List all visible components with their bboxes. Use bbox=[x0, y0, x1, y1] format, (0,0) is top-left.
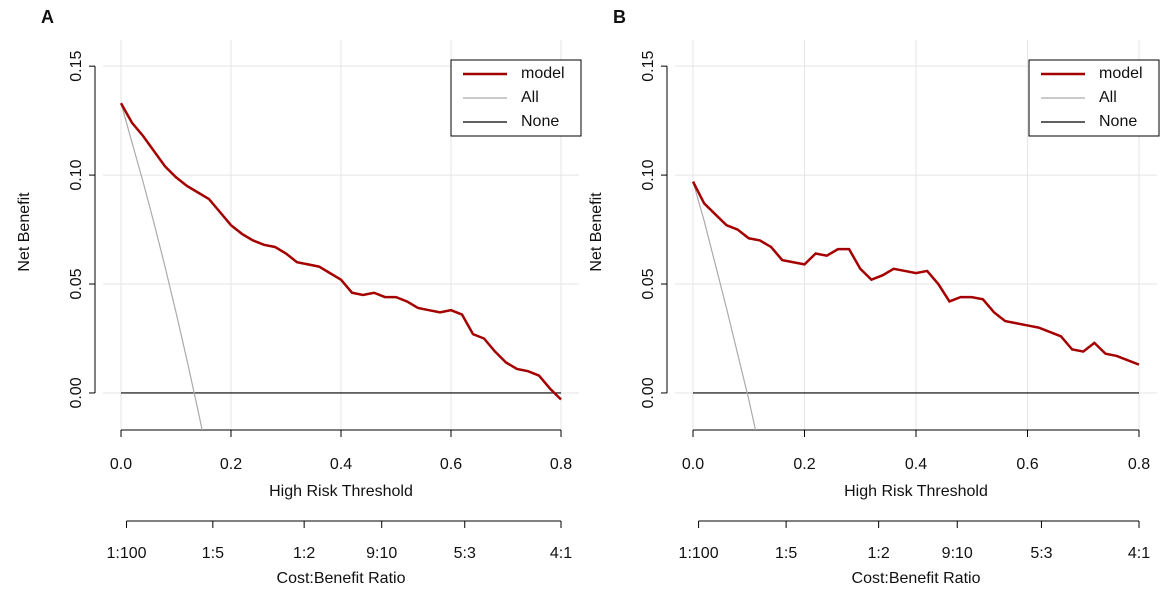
series-line bbox=[691, 181, 1140, 366]
x-tick-label: 0.8 bbox=[1128, 456, 1150, 473]
x-tick-label: 0.8 bbox=[550, 456, 572, 473]
x2-tick-label: 5:3 bbox=[454, 545, 476, 562]
x2-tick-label: 1:100 bbox=[679, 545, 719, 562]
x2-tick-label: 4:1 bbox=[550, 545, 572, 562]
series-line bbox=[120, 103, 203, 430]
legend-label: model bbox=[1099, 65, 1143, 82]
y-tick-label: 0.00 bbox=[68, 377, 85, 408]
x2-tick-label: 9:10 bbox=[942, 545, 973, 562]
x-tick-label: 0.0 bbox=[682, 456, 704, 473]
y-tick-label: 0.05 bbox=[640, 268, 657, 299]
y-tick-label: 0.15 bbox=[640, 50, 657, 81]
x2-tick-label: 1:5 bbox=[202, 545, 224, 562]
x2-axis-label: Cost:Benefit Ratio bbox=[852, 570, 981, 587]
legend-label: All bbox=[521, 89, 539, 106]
plot-area bbox=[119, 102, 562, 430]
y-tick-label: 0.15 bbox=[68, 50, 85, 81]
x2-tick-label: 1:2 bbox=[293, 545, 315, 562]
x-axis-label: High Risk Threshold bbox=[844, 483, 988, 500]
series-line bbox=[692, 181, 757, 430]
panel-label: A bbox=[41, 7, 54, 27]
x-tick-label: 0.2 bbox=[220, 456, 242, 473]
x-tick-label: 0.6 bbox=[1016, 456, 1038, 473]
y-tick-label: 0.10 bbox=[68, 159, 85, 190]
panel: B 0.00 0.05 0.10 0.15 Net Benefit 0.0 0.2 0.4 0.6… bbox=[588, 7, 1160, 587]
x2-tick-label: 9:10 bbox=[366, 545, 397, 562]
x2-tick-label: 5:3 bbox=[1030, 545, 1052, 562]
y-tick-label: 0.10 bbox=[640, 159, 657, 190]
legend-label: model bbox=[521, 65, 565, 82]
y-tick-label: 0.00 bbox=[640, 377, 657, 408]
x2-tick-label: 1:100 bbox=[106, 545, 146, 562]
plot-area bbox=[691, 181, 1140, 430]
x2-tick-label: 4:1 bbox=[1128, 545, 1150, 562]
series-line bbox=[119, 102, 562, 401]
panel-label: B bbox=[613, 7, 626, 27]
x2-tick-label: 1:5 bbox=[775, 545, 797, 562]
x-tick-label: 0.4 bbox=[330, 456, 352, 473]
x-tick-label: 0.0 bbox=[110, 456, 132, 473]
legend-label: All bbox=[1099, 89, 1117, 106]
x-tick-label: 0.4 bbox=[905, 456, 927, 473]
x-tick-label: 0.2 bbox=[793, 456, 815, 473]
x2-axis-label: Cost:Benefit Ratio bbox=[277, 570, 406, 587]
legend-label: None bbox=[1099, 113, 1137, 130]
x-tick-label: 0.6 bbox=[440, 456, 462, 473]
legend-label: None bbox=[521, 113, 559, 130]
panel: A 0.00 0.05 0.10 0.15 Net Benefit 0.0 0.2 0.4 0.6… bbox=[16, 7, 582, 587]
x-axis-label: High Risk Threshold bbox=[269, 483, 413, 500]
y-axis-label: Net Benefit bbox=[16, 192, 33, 272]
x2-tick-label: 1:2 bbox=[868, 545, 890, 562]
y-axis-label: Net Benefit bbox=[588, 192, 605, 272]
y-tick-label: 0.05 bbox=[68, 268, 85, 299]
